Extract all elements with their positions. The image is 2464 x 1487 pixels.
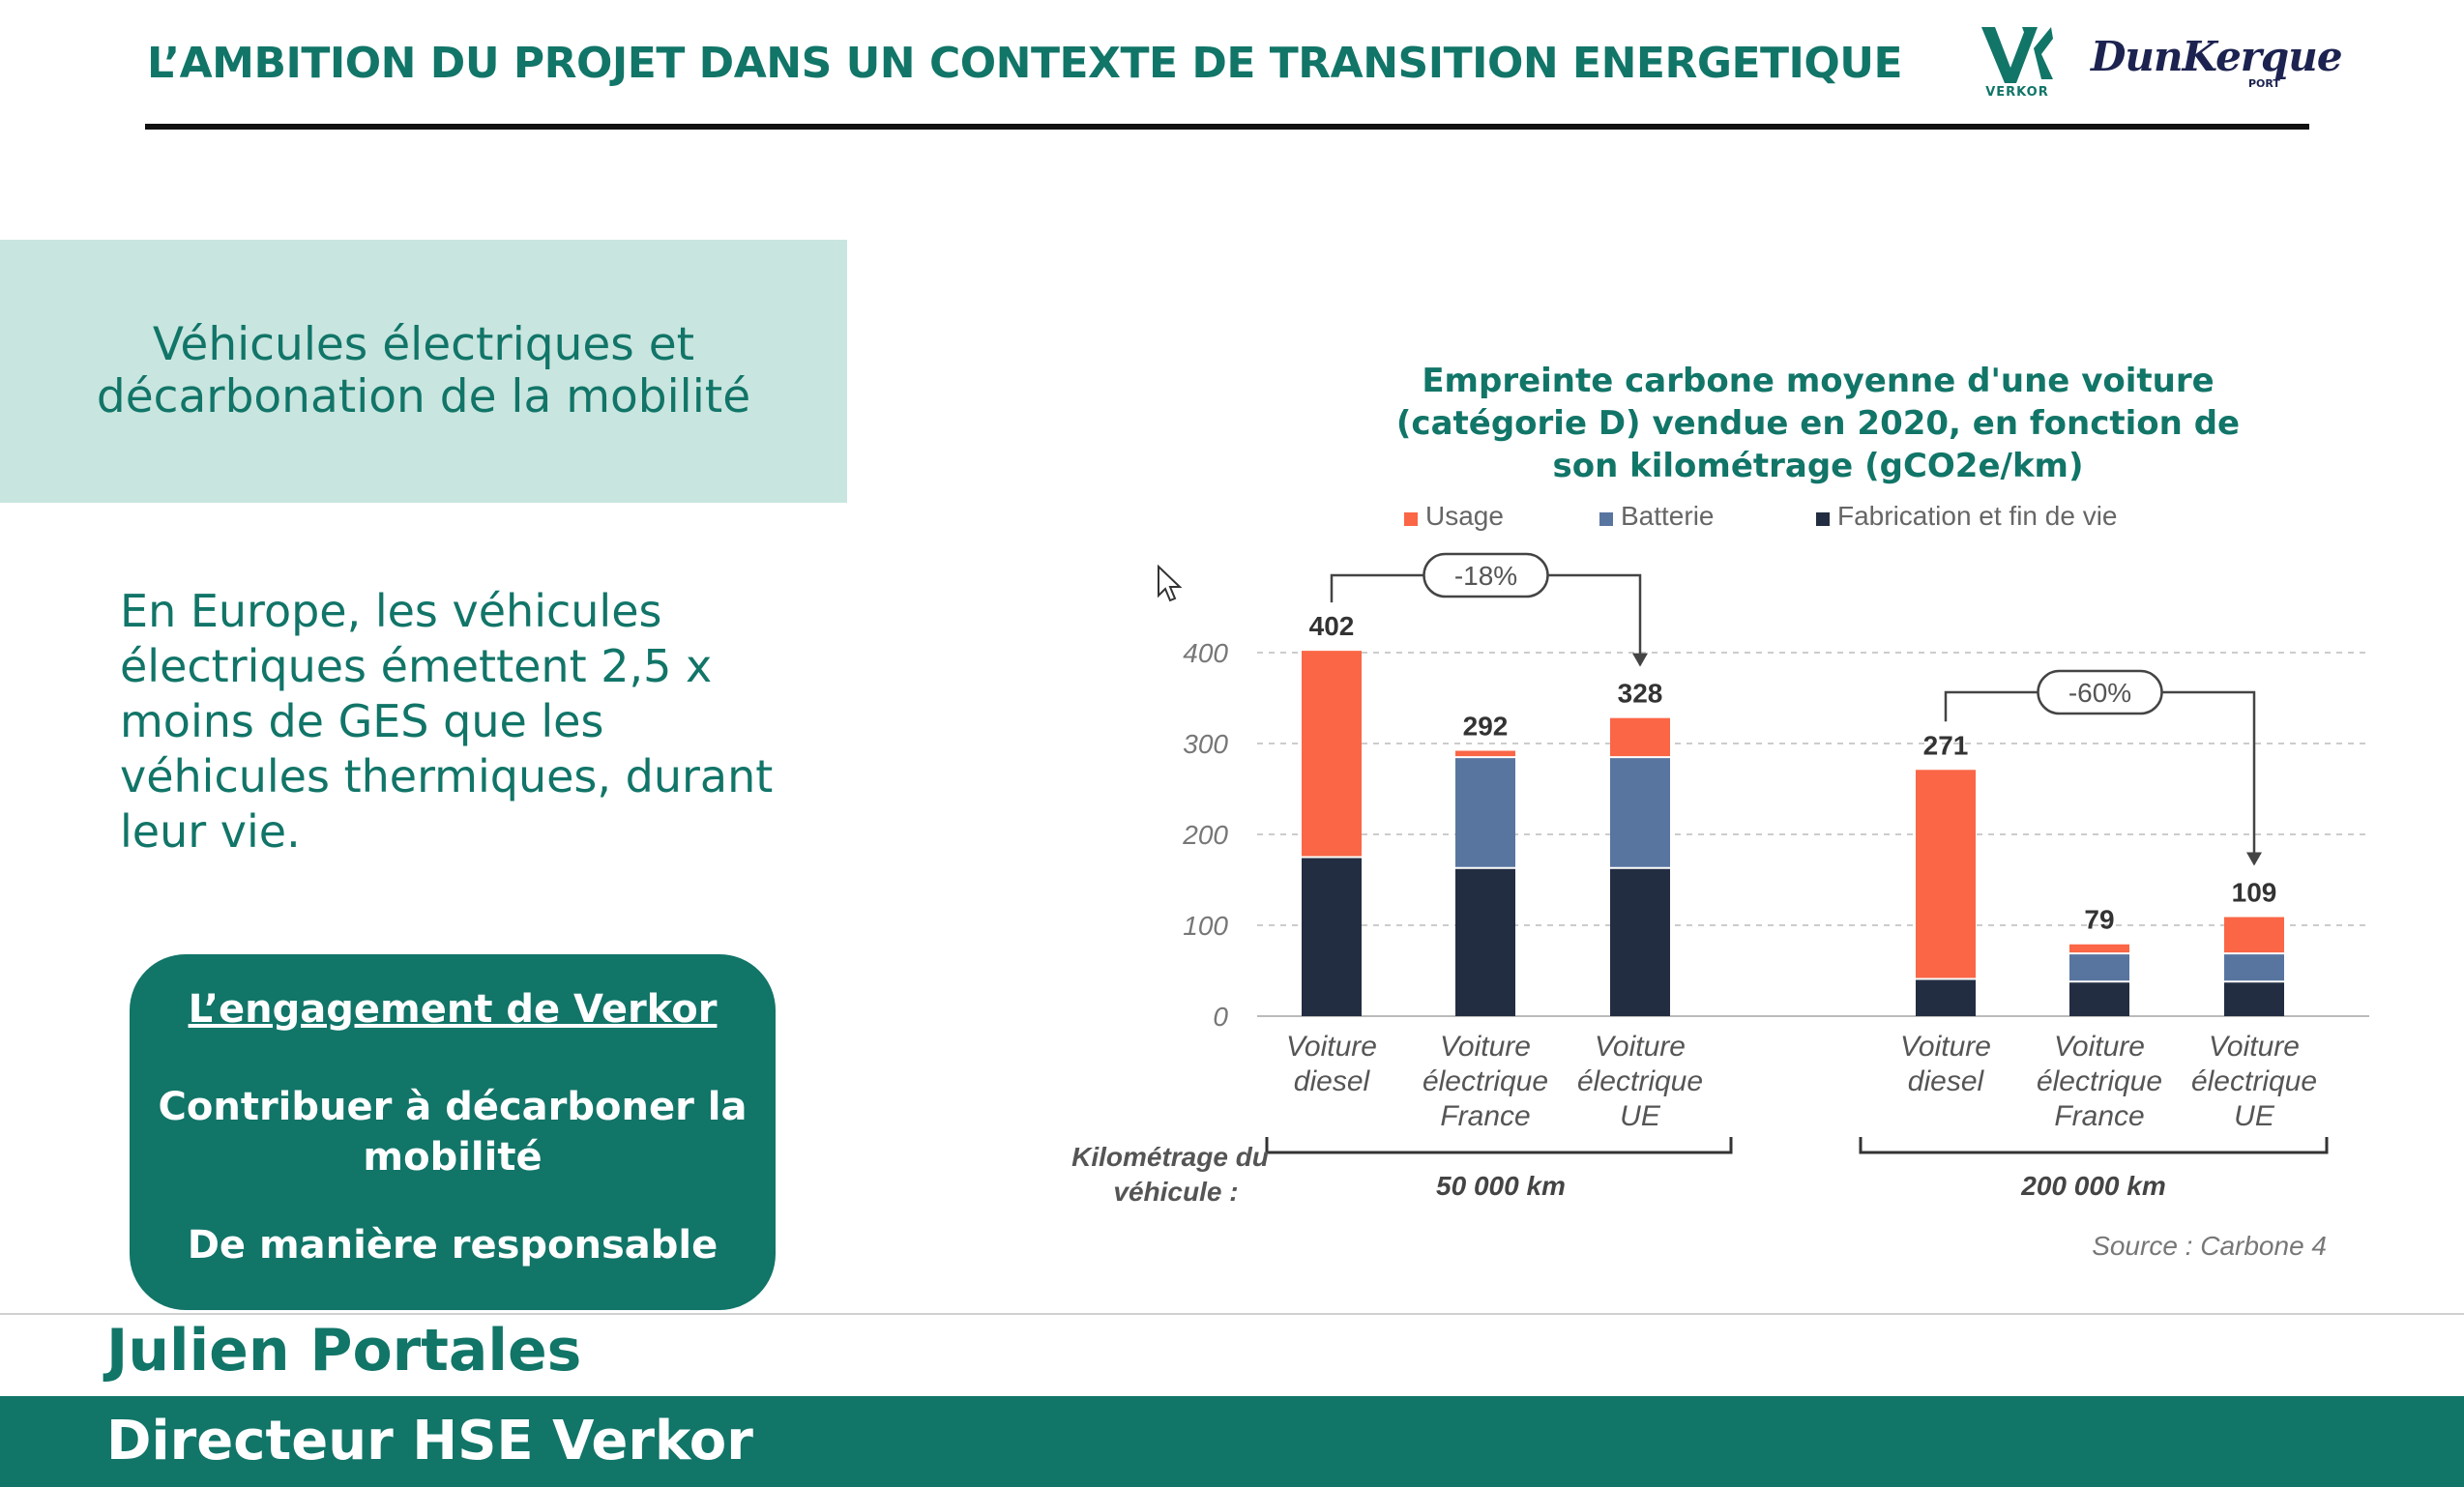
bar-segment-g0-c2-s0 — [1610, 867, 1670, 1016]
bar-segment-g0-c0-s0 — [1302, 857, 1362, 1016]
bar-total-label-g0-c1: 292 — [1463, 712, 1509, 742]
topic-box: Véhicules électriques et décarbonation d… — [0, 240, 847, 503]
speaker-name: Julien Portales — [106, 1317, 582, 1385]
legend-label-0: Usage — [1425, 501, 1504, 531]
engagement-title: L’engagement de Verkor — [188, 987, 718, 1032]
dunkerque-port-logo: DunKerque — [2091, 33, 2343, 80]
mouse-cursor-icon — [1158, 565, 1183, 602]
category-label-g0-c2-w2: UE — [1620, 1100, 1661, 1132]
verkor-logo-text: VERKOR — [1985, 85, 2049, 100]
bar-total-label-g1-c2: 109 — [2232, 878, 2277, 908]
category-label-g1-c1-w1: électrique — [2037, 1065, 2162, 1097]
category-label-g0-c0-w1: diesel — [1294, 1065, 1371, 1097]
group-bracket-1 — [1859, 1137, 2329, 1154]
y-tick-label-4: 400 — [1183, 638, 1228, 668]
category-label-g1-c2-w2: UE — [2234, 1100, 2275, 1132]
group-bracket-0 — [1265, 1137, 1733, 1154]
carbon-footprint-chart: Usage Batterie Fabrication et fin de vie 0 1… — [1071, 501, 2369, 1261]
verkor-logo-icon — [1981, 27, 2053, 83]
bar-segment-g0-c1-s0 — [1455, 867, 1515, 1016]
bar-total-label-g1-c1: 79 — [2084, 905, 2114, 935]
y-tick-label-0: 0 — [1213, 1002, 1228, 1032]
legend-label-1: Batterie — [1621, 501, 1715, 531]
category-label-g0-c2-w1: électrique — [1577, 1065, 1703, 1097]
x-axis-caption-line-2: véhicule : — [1113, 1177, 1238, 1207]
x-axis-caption-line-1: Kilométrage du — [1071, 1142, 1269, 1172]
dunkerque-port-logo-sub: PORT — [2248, 77, 2280, 90]
annotation-pill-0 — [1423, 552, 1549, 598]
footer-divider — [0, 1313, 2464, 1315]
topic-text: Véhicules électriques et décarbonation d… — [96, 318, 751, 423]
speaker-role: Directeur HSE Verkor — [106, 1410, 753, 1472]
legend-swatch-1 — [1599, 512, 1613, 526]
claim-text: En Europe, les véhicules électriques éme… — [120, 585, 774, 858]
category-label-g0-c2-w0: Voiture — [1595, 1031, 1686, 1063]
bar-segment-g1-c2-s2 — [2224, 917, 2284, 954]
bar-segment-g1-c0-s0 — [1916, 978, 1976, 1016]
bar-segment-g1-c1-s1 — [2069, 953, 2129, 982]
group-label-0: 50 000 km — [1436, 1171, 1566, 1201]
category-label-g0-c1-w2: France — [1440, 1100, 1530, 1132]
category-label-g0-c1-w1: électrique — [1423, 1065, 1548, 1097]
legend-swatch-0 — [1404, 512, 1418, 526]
category-label-g0-c1-w0: Voiture — [1440, 1031, 1531, 1063]
y-tick-label-1: 100 — [1183, 911, 1228, 941]
annotation-arrowhead-1 — [2246, 852, 2262, 866]
bar-segment-g0-c1-s1 — [1455, 757, 1515, 868]
bar-segment-g0-c1-s2 — [1455, 750, 1515, 758]
page-title: L’AMBITION DU PROJET DANS UN CONTEXTE DE… — [147, 39, 1903, 88]
bar-total-label-g1-c0: 271 — [1923, 730, 1969, 760]
engagement-line-1: Contribuer à décarboner la mobilité — [158, 1085, 748, 1180]
annotation-pill-1 — [2037, 669, 2163, 715]
legend-label-2: Fabrication et fin de vie — [1837, 501, 2118, 531]
bar-segment-g0-c2-s2 — [1610, 717, 1670, 758]
bar-segment-g0-c2-s1 — [1610, 757, 1670, 868]
y-tick-label-3: 300 — [1183, 729, 1228, 759]
bar-segment-g1-c2-s1 — [2224, 953, 2284, 982]
bar-segment-g1-c1-s2 — [2069, 944, 2129, 954]
category-label-g1-c1-w0: Voiture — [2054, 1031, 2145, 1063]
chart-source: Source : Carbone 4 — [2092, 1231, 2327, 1261]
legend-swatch-2 — [1816, 512, 1830, 526]
annotation-label-1: -60% — [2068, 678, 2131, 708]
engagement-box: L’engagement de Verkor Contribuer à déca… — [130, 954, 776, 1310]
bar-total-label-g0-c0: 402 — [1309, 611, 1355, 641]
footer-bar — [0, 1396, 2464, 1487]
bar-segment-g1-c0-s2 — [1916, 770, 1976, 979]
category-label-g0-c0-w0: Voiture — [1286, 1031, 1377, 1063]
bar-segment-g1-c1-s0 — [2069, 981, 2129, 1016]
category-label-g1-c1-w2: France — [2054, 1100, 2144, 1132]
group-label-1: 200 000 km — [2020, 1171, 2165, 1201]
y-tick-label-2: 200 — [1182, 820, 1228, 850]
category-label-g1-c2-w1: électrique — [2191, 1065, 2317, 1097]
annotation-arrow-line-1 — [1944, 690, 2256, 864]
category-label-g1-c0-w1: diesel — [1908, 1065, 1985, 1097]
bar-segment-g0-c0-s2 — [1302, 651, 1362, 858]
bar-total-label-g0-c2: 328 — [1618, 679, 1663, 709]
annotation-arrowhead-0 — [1632, 653, 1648, 667]
category-label-g1-c2-w0: Voiture — [2209, 1031, 2300, 1063]
header-divider — [145, 124, 2309, 130]
chart-title: Empreinte carbone moyenne d'une voiture … — [1395, 362, 2241, 485]
engagement-line-2: De manière responsable — [187, 1223, 719, 1268]
category-label-g1-c0-w0: Voiture — [1900, 1031, 1991, 1063]
bar-segment-g1-c2-s0 — [2224, 981, 2284, 1016]
annotation-label-0: -18% — [1454, 561, 1517, 591]
